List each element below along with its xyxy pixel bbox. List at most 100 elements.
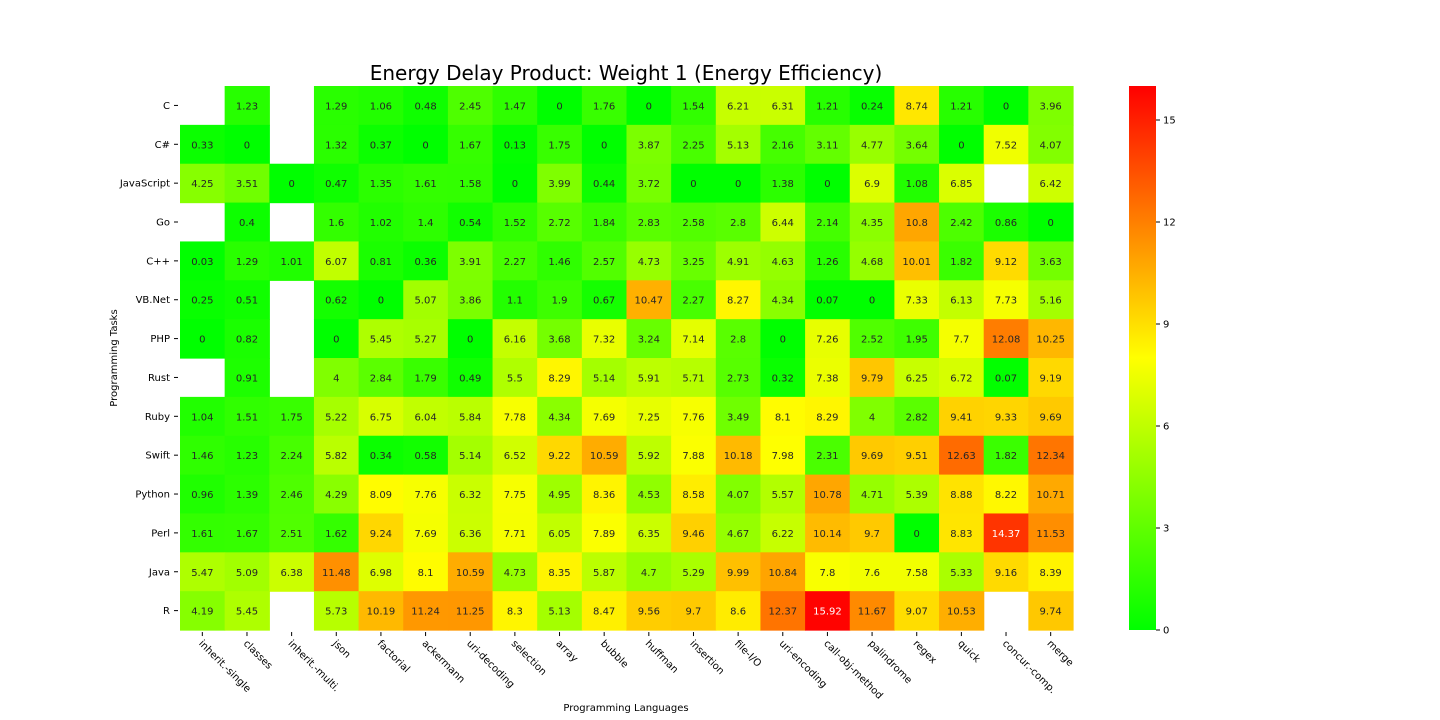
cell-value-label: 2.27 [504, 257, 526, 268]
heatmap-cell [715, 358, 762, 398]
cell-value-label: 0.24 [861, 101, 883, 112]
heatmap-cell [447, 474, 494, 515]
heatmap-cell [581, 513, 628, 553]
heatmap-cell [939, 435, 985, 476]
cell-value-label: 4.07 [727, 490, 749, 501]
cell-value-label: 0.34 [370, 451, 392, 462]
cell-value-label: 1.38 [772, 179, 794, 190]
cell-value-label: 6.72 [950, 373, 972, 384]
cell-value-label: 11.48 [322, 568, 351, 579]
cell-value-label: 5.84 [459, 412, 481, 423]
x-tick-label: ackermann [419, 638, 466, 685]
heatmap-cell [537, 241, 583, 281]
cell-value-label: 9.79 [861, 373, 883, 384]
cell-value-label: 6.22 [772, 529, 794, 540]
cell-value-label: 5.13 [548, 607, 570, 618]
heatmap-cell [581, 86, 628, 126]
cell-value-label: 5.09 [236, 568, 258, 579]
cell-value-label: 0.96 [191, 490, 213, 501]
colorbar-tick-label: 9 [1163, 320, 1169, 331]
cell-value-label: 6.35 [638, 529, 660, 540]
cell-value-label: 10.14 [813, 529, 842, 540]
heatmap-cell [403, 163, 449, 204]
cell-value-label: 1.08 [906, 179, 928, 190]
heatmap-cell [224, 319, 270, 359]
cell-value-label: 5.14 [593, 373, 615, 384]
cell-value-label: 0.07 [816, 296, 838, 307]
cell-value-label: 4.73 [638, 257, 660, 268]
heatmap-cell [447, 202, 494, 243]
heatmap-cell [983, 513, 1029, 553]
cell-value-label: 5.33 [950, 568, 972, 579]
cell-value-label: 5.73 [325, 607, 347, 618]
cell-value-label: 0.86 [995, 218, 1017, 229]
heatmap-cell [313, 202, 360, 243]
cell-value-label: 9.33 [995, 412, 1017, 423]
heatmap-cell [224, 202, 270, 243]
heatmap-cell [492, 358, 538, 398]
cell-value-label: 3.91 [459, 257, 481, 268]
heatmap-cell [939, 163, 985, 204]
heatmap-cell [760, 86, 806, 126]
heatmap-cell [894, 280, 940, 320]
cell-value-label: 6.42 [1040, 179, 1062, 190]
cell-value-label: 5.16 [1040, 296, 1062, 307]
heatmap-cell [939, 241, 985, 281]
heatmap-cell [1028, 358, 1074, 398]
cell-value-label: 1.79 [414, 373, 436, 384]
heatmap-cell [760, 435, 806, 476]
heatmap-cell [805, 124, 851, 165]
cell-value-label: 11.67 [858, 607, 887, 618]
x-tick-label: file-I/O [732, 638, 763, 669]
heatmap-cell [1028, 474, 1074, 515]
heatmap-cell [492, 319, 538, 359]
cell-value-label: 5.87 [593, 568, 615, 579]
heatmap-cell [224, 241, 270, 281]
heatmap-cell [983, 124, 1029, 165]
cell-value-label: 8.6 [730, 607, 746, 618]
cell-value-label: 7.73 [995, 296, 1017, 307]
y-axis-label: Programming Tasks [109, 309, 120, 406]
cell-value-label: 3.87 [638, 140, 660, 151]
heatmap-cell [849, 163, 895, 204]
cell-value-label: 0 [646, 101, 652, 112]
heatmap-cell [313, 396, 360, 437]
cell-value-label: 9.24 [370, 529, 392, 540]
y-tick-labels: C C# JavaScript Go C++ VB.Net PHP Rust Ruby Swift… [119, 101, 178, 617]
heatmap-cell [939, 474, 985, 515]
cell-value-label: 9.41 [950, 412, 972, 423]
cell-value-label: 6.38 [280, 568, 302, 579]
cell-value-label: 2.8 [730, 335, 746, 346]
cell-value-label: 0.62 [325, 296, 347, 307]
cell-value-label: 4.34 [548, 412, 570, 423]
x-tick-label: insertion [687, 638, 726, 677]
heatmap-cell [358, 124, 404, 165]
cell-value-label: 1.29 [236, 257, 258, 268]
cell-value-label: 0 [288, 179, 294, 190]
heatmap-cell [760, 202, 806, 243]
heatmap-cell [403, 591, 449, 631]
cell-value-label: 3.49 [727, 412, 749, 423]
heatmap-cell [1028, 86, 1074, 126]
heatmap-cell [537, 124, 583, 165]
cell-value-label: 1.62 [325, 529, 347, 540]
cell-value-label: 9.07 [906, 607, 928, 618]
heatmap-cell [849, 474, 895, 515]
heatmap-cell [715, 86, 762, 126]
heatmap-cell [849, 591, 895, 631]
cell-value-label: 4.53 [638, 490, 660, 501]
heatmap-cell [939, 591, 985, 631]
heatmap-cell [581, 591, 628, 631]
cell-value-label: 11.24 [411, 607, 440, 618]
heatmap-cell [180, 319, 226, 359]
cell-value-label: 2.27 [682, 296, 704, 307]
cell-value-label: 0.47 [325, 179, 347, 190]
heatmap-cell [581, 202, 628, 243]
heatmap-cell [581, 358, 628, 398]
cell-value-label: 5.92 [638, 451, 660, 462]
y-tick-label: Java [148, 567, 170, 578]
cell-value-label: 6.36 [459, 529, 481, 540]
y-tick-label: R [163, 606, 170, 617]
heatmap-cell [403, 280, 449, 320]
cell-value-label: 9.99 [727, 568, 749, 579]
